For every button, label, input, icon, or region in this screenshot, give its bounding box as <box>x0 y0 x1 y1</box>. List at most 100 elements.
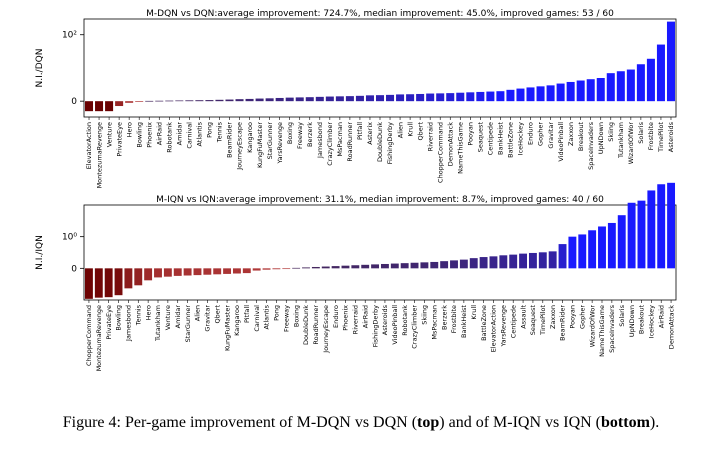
x-tick-label: StarGunner <box>266 122 274 160</box>
x-tick-label: NameThisGame <box>456 122 464 174</box>
x-tick-label: Carnival <box>253 305 261 332</box>
x-tick-label: Boxing <box>292 305 300 327</box>
x-tick-label: CrazyClimber <box>411 305 419 349</box>
bar <box>223 268 232 274</box>
x-tick-label: BattleZone <box>480 305 488 341</box>
x-tick-label: ElevatorAction <box>85 122 93 169</box>
plot-frame <box>83 204 677 301</box>
bar <box>155 100 164 102</box>
x-tick-label: Assault <box>519 305 527 329</box>
y-tick-label: 10² <box>62 31 77 41</box>
bar <box>84 268 93 299</box>
chart-bottom: M-IQN vs IQN:average improvement: 31.1%,… <box>35 182 677 371</box>
x-tick-label: MontezumaRevenge <box>95 122 103 188</box>
x-tick-label: Venture <box>105 122 113 147</box>
bar <box>302 267 310 269</box>
y-axis-label: N.I./IQN <box>35 235 45 270</box>
bar <box>175 100 184 102</box>
x-tick-label: Robotank <box>401 305 409 336</box>
x-tick-label: PrivateEye <box>105 305 113 340</box>
x-tick-label: ChopperCommand <box>85 305 93 366</box>
x-tick-label: DoubleDunk <box>302 305 310 345</box>
x-tick-label: Krull <box>470 305 478 320</box>
bar <box>144 268 153 281</box>
bar <box>476 91 485 102</box>
bar <box>255 98 264 102</box>
x-tick-label: Qbert <box>416 122 424 141</box>
bar <box>292 267 301 269</box>
bar <box>205 100 214 102</box>
x-tick-label: Carnival <box>186 122 194 149</box>
x-tick-label: Pitfall <box>356 122 364 140</box>
x-tick-label: MontezumaRevenge <box>95 305 103 371</box>
x-tick-label: Zaxxon <box>567 122 575 146</box>
bar <box>416 93 425 102</box>
x-tick-label: WizardOfWor <box>588 305 596 348</box>
x-tick-label: Gravitar <box>204 305 212 332</box>
x-tick-label: Robotank <box>165 122 173 153</box>
x-tick-label: Pooyan <box>569 305 577 329</box>
x-tick-label: Solaris <box>637 121 645 143</box>
x-tick-label: DemonAttack <box>446 122 454 166</box>
x-tick-label: Pong <box>206 122 214 138</box>
x-tick-label: WizardOfWor <box>627 122 635 165</box>
bar <box>607 222 616 269</box>
bar <box>617 215 626 269</box>
bar <box>185 100 194 102</box>
bar <box>636 64 645 102</box>
bar <box>548 251 557 269</box>
x-tick-label: Tutankham <box>154 305 162 342</box>
x-tick-label: Zaxxon <box>549 305 557 329</box>
x-tick-label: Atlantis <box>263 304 271 329</box>
bar <box>496 91 505 102</box>
x-tick-label: UpNDown <box>628 305 636 337</box>
x-tick-label: DemonAttack <box>667 305 675 349</box>
bar <box>606 73 615 102</box>
bar <box>173 268 182 276</box>
x-tick-label: Qbert <box>213 305 221 324</box>
x-tick-label: JourneyEscape <box>236 122 244 171</box>
x-tick-label: Bowling <box>115 305 123 331</box>
x-tick-label: MsPacman <box>336 122 344 157</box>
bar <box>235 99 244 102</box>
x-tick-label: Venture <box>164 305 172 330</box>
bar <box>105 101 114 112</box>
x-tick-label: VideoPinball <box>391 305 399 345</box>
bar <box>426 93 435 102</box>
bar <box>440 261 449 269</box>
bar <box>516 88 525 102</box>
bar <box>546 85 555 102</box>
x-tick-label: Frostbite <box>450 305 458 333</box>
bar <box>556 83 565 102</box>
x-tick-label: Asteroids <box>381 304 389 335</box>
x-tick-label: Bowling <box>135 122 143 148</box>
bar <box>321 266 330 269</box>
bar <box>252 268 261 271</box>
bar <box>183 268 192 276</box>
x-tick-label: Freeway <box>282 305 290 332</box>
x-tick-label: TimePilot <box>657 122 665 153</box>
x-tick-label: AirRaid <box>155 122 163 145</box>
bar <box>568 236 577 269</box>
y-tick-label: 0 <box>71 264 77 274</box>
x-tick-label: VideoPinball <box>557 122 565 162</box>
x-tick-label: Jamesbond <box>125 305 133 342</box>
x-tick-label: Tutankham <box>617 122 625 159</box>
caption-bottom: bottom <box>601 414 650 431</box>
bar <box>647 190 656 269</box>
bar <box>410 262 419 269</box>
x-tick-label: JourneyEscape <box>322 305 330 354</box>
bar <box>637 200 646 269</box>
bar <box>165 100 174 102</box>
x-tick-label: DoubleDunk <box>376 122 384 162</box>
x-tick-label: Gravitar <box>547 122 555 149</box>
x-tick-label: Skiing <box>421 305 429 325</box>
x-tick-label: Alien <box>396 122 404 138</box>
bar <box>586 79 595 102</box>
x-tick-label: IceHockey <box>648 305 656 338</box>
bar <box>365 95 374 102</box>
bar <box>526 87 535 102</box>
bar <box>566 81 575 102</box>
bar <box>232 268 241 274</box>
